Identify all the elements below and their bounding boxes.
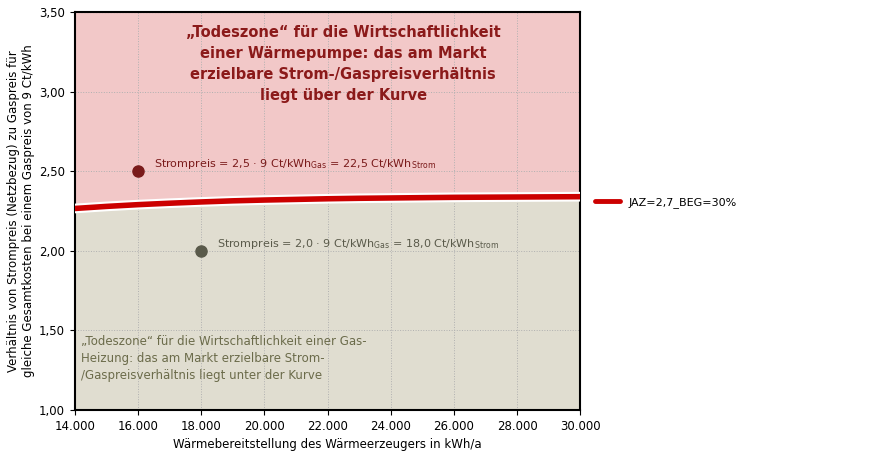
JAZ=2,7_BEG=30% — [164, 201, 174, 206]
JAZ=2,7_BEG=30% — [385, 195, 396, 201]
JAZ=2,7_BEG=30% — [448, 195, 459, 200]
JAZ=2,7_BEG=30% — [133, 202, 143, 207]
JAZ=2,7_BEG=30% — [259, 197, 269, 203]
JAZ=2,7_BEG=30% — [417, 195, 427, 201]
JAZ=2,7_BEG=30% — [354, 196, 364, 201]
JAZ=2,7_BEG=30% — [323, 196, 333, 202]
Text: Strompreis = 2,5 · 9 Ct/kWh$_{\mathregular{Gas}}$ = 22,5 Ct/kWh$_{\mathregular{S: Strompreis = 2,5 · 9 Ct/kWh$_{\mathregul… — [153, 157, 436, 171]
X-axis label: Wärmebereitstellung des Wärmeerzeugers in kWh/a: Wärmebereitstellung des Wärmeerzeugers i… — [174, 438, 482, 451]
JAZ=2,7_BEG=30% — [512, 194, 522, 200]
JAZ=2,7_BEG=30% — [196, 199, 207, 205]
Text: „Todeszone“ für die Wirtschaftlichkeit einer Gas-
Heizung: das am Markt erzielba: „Todeszone“ für die Wirtschaftlichkeit e… — [81, 335, 367, 382]
JAZ=2,7_BEG=30% — [290, 196, 301, 202]
Text: „Todeszone“ für die Wirtschaftlichkeit
einer Wärmepumpe: das am Markt
erzielbare: „Todeszone“ für die Wirtschaftlichkeit e… — [186, 25, 501, 103]
JAZ=2,7_BEG=30% — [480, 195, 491, 200]
Legend: JAZ=2,7_BEG=30%: JAZ=2,7_BEG=30% — [591, 193, 741, 213]
JAZ=2,7_BEG=30% — [543, 194, 554, 200]
Text: Strompreis = 2,0 · 9 Ct/kWh$_{\mathregular{Gas}}$ = 18,0 Ct/kWh$_{\mathregular{S: Strompreis = 2,0 · 9 Ct/kWh$_{\mathregul… — [217, 237, 499, 251]
JAZ=2,7_BEG=30% — [228, 198, 238, 204]
JAZ=2,7_BEG=30% — [575, 194, 585, 199]
JAZ=2,7_BEG=30% — [101, 204, 112, 209]
JAZ=2,7_BEG=30% — [70, 206, 80, 211]
Line: JAZ=2,7_BEG=30%: JAZ=2,7_BEG=30% — [75, 196, 580, 208]
Y-axis label: Verhältnis von Strompreis (Netzbezug) zu Gaspreis für
gleiche Gesamtkosten bei e: Verhältnis von Strompreis (Netzbezug) zu… — [7, 44, 35, 377]
